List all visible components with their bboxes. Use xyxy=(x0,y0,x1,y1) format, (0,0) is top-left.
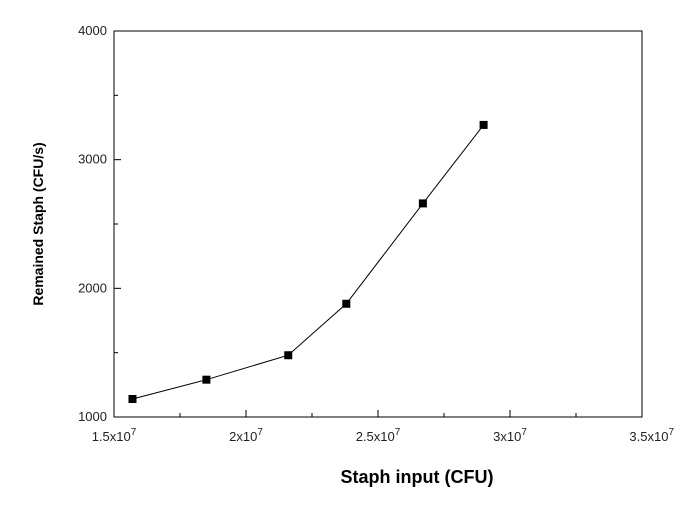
y-axis-title: Remained Staph (CFU/s) xyxy=(30,142,46,305)
series-line xyxy=(132,124,484,400)
x-tick-label: 2x107 xyxy=(229,427,263,444)
data-point-marker xyxy=(479,120,488,129)
x-tick-label: 2.5x107 xyxy=(356,427,401,444)
x-tick-label: 1.5x107 xyxy=(92,427,137,444)
data-point-marker xyxy=(342,299,351,308)
y-tick-label: 1000 xyxy=(78,409,107,424)
x-tick-label: 3.5x107 xyxy=(629,427,674,444)
x-axis-title: Staph input (CFU) xyxy=(341,467,494,487)
data-series xyxy=(128,120,488,403)
y-tick-label: 3000 xyxy=(78,152,107,167)
y-tick-label: 2000 xyxy=(78,280,107,295)
y-axis-ticks: 1000 2000 3000 4000 xyxy=(78,23,121,424)
y-tick-label: 4000 xyxy=(78,23,107,38)
x-axis-ticks: 1.5x107 2x107 2.5x107 3x107 3.5x107 xyxy=(92,410,674,444)
data-point-marker xyxy=(418,199,427,208)
data-point-marker xyxy=(128,394,137,403)
data-point-marker xyxy=(202,375,211,384)
data-point-marker xyxy=(284,351,293,360)
x-tick-label: 3x107 xyxy=(493,427,527,444)
plot-frame xyxy=(113,30,643,418)
